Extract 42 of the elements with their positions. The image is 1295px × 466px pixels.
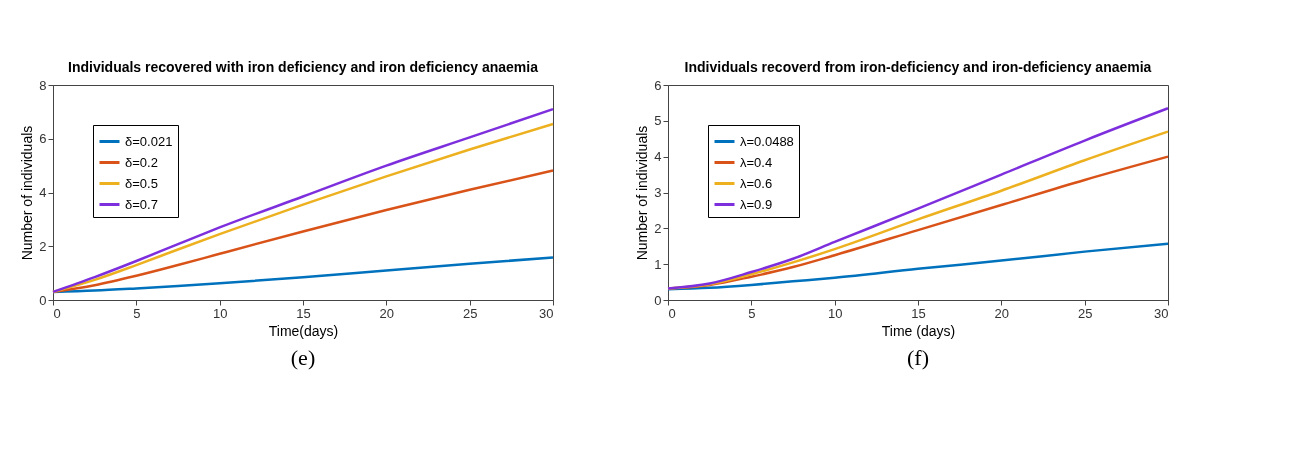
y-tick-label: 1 <box>654 256 662 272</box>
y-axis-title: Number of individuals <box>634 125 651 261</box>
y-tick-label: 3 <box>654 185 662 200</box>
legend-label: λ=0.9 <box>740 196 773 212</box>
x-tick-label: 25 <box>1077 305 1093 321</box>
y-axis-title: Number of individuals <box>19 125 36 261</box>
y-tick-label: 2 <box>39 238 47 254</box>
legend-label: δ=0.2 <box>125 154 158 170</box>
y-tick-label: 8 <box>39 77 47 93</box>
x-tick-label: 20 <box>379 305 395 321</box>
x-tick-label: 30 <box>539 305 554 321</box>
x-tick-label: 15 <box>296 305 311 321</box>
x-axis-title: Time (days) <box>881 322 956 339</box>
x-tick-label: 0 <box>668 305 676 321</box>
chart-title: Individuals recoverd from iron-deficiency and iron-deficiency anaemia <box>684 59 1152 75</box>
x-tick-label: 5 <box>748 305 756 321</box>
text: (f) <box>907 345 929 370</box>
x-tick-label: 10 <box>827 305 843 321</box>
x-tick-label: 5 <box>133 305 141 321</box>
x-tick-label: 20 <box>994 305 1010 321</box>
x-tick-label: 0 <box>53 305 61 321</box>
text: (e) <box>290 345 316 370</box>
y-tick-label: 5 <box>654 113 662 129</box>
legend-label: δ=0.021 <box>125 133 173 149</box>
y-tick-label: 0 <box>39 292 47 308</box>
x-axis-title: Time(days) <box>268 322 339 339</box>
y-tick-label: 4 <box>39 185 47 200</box>
legend-label: δ=0.7 <box>125 196 158 212</box>
x-tick-label: 30 <box>1154 305 1169 321</box>
y-tick-label: 4 <box>654 149 662 165</box>
y-tick-label: 2 <box>654 220 662 236</box>
legend-label: δ=0.5 <box>125 175 158 191</box>
legend-label: λ=0.0488 <box>740 133 794 149</box>
y-tick-label: 6 <box>654 77 662 93</box>
legend-label: λ=0.4 <box>740 154 773 170</box>
x-tick-label: 10 <box>212 305 228 321</box>
y-tick-label: 6 <box>39 131 47 147</box>
x-tick-label: 15 <box>911 305 926 321</box>
chart-title: Individuals recovered with iron deficiency and iron deficiency anaemia <box>68 59 539 75</box>
x-tick-label: 25 <box>462 305 478 321</box>
y-tick-label: 0 <box>654 292 662 308</box>
legend-label: λ=0.6 <box>740 175 773 191</box>
